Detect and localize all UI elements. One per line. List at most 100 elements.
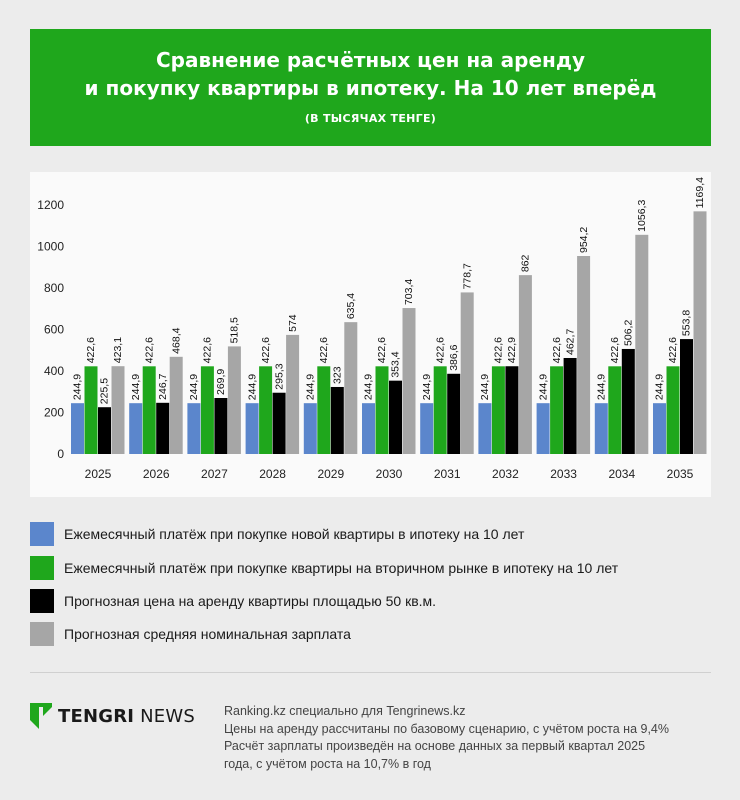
bar-s3-2029 bbox=[344, 322, 358, 454]
bar-s0-2026 bbox=[129, 403, 143, 454]
footnote-salary-1: Расчёт зарплаты произведён на основе дан… bbox=[224, 739, 646, 753]
bar-s2-2033 bbox=[563, 357, 577, 454]
bar-s2-2030 bbox=[389, 380, 402, 454]
source-note: Ranking.kz специально для Tengrinews.kz bbox=[224, 704, 466, 718]
data-label: 244,9 bbox=[479, 374, 491, 400]
y-tick-label: 600 bbox=[44, 323, 64, 337]
chart-panel: 0 200 400 600 800 1000 1200 244,9 422,6 225,5 423,… bbox=[30, 172, 711, 497]
footnote-salary-2: года, с учётом роста на 10,7% в год bbox=[224, 756, 431, 771]
data-label: 353,4 bbox=[390, 351, 402, 377]
data-label: 553,8 bbox=[681, 310, 693, 336]
bar-s0-2030 bbox=[362, 403, 375, 454]
bar-s3-2030 bbox=[402, 308, 416, 454]
data-label: 422,6 bbox=[609, 337, 621, 363]
data-label: 423,1 bbox=[112, 337, 124, 363]
data-label: 862 bbox=[520, 254, 532, 272]
bar-s3-2031 bbox=[460, 292, 474, 454]
legend-swatch-blue bbox=[30, 522, 54, 546]
y-tick-label: 0 bbox=[57, 447, 64, 461]
chart-header: Сравнение расчётных цен на аренду и поку… bbox=[30, 29, 711, 146]
y-tick-label: 800 bbox=[44, 281, 64, 295]
data-label: 244,9 bbox=[654, 374, 666, 400]
bar-s0-2027 bbox=[187, 403, 201, 454]
bar-s0-2035 bbox=[653, 403, 666, 454]
legend-label: Ежемесячный платёж при покупке новой ква… bbox=[64, 526, 525, 542]
data-label: 244,9 bbox=[305, 374, 317, 400]
y-tick-label: 1200 bbox=[37, 198, 64, 212]
legend-label: Прогнозная цена на аренду квартиры площа… bbox=[64, 593, 437, 609]
bar-s3-2026 bbox=[169, 356, 183, 454]
bar-s1-2031 bbox=[433, 366, 447, 454]
bar-s3-2034 bbox=[635, 234, 649, 454]
bar-s1-2028 bbox=[259, 366, 273, 454]
data-label: 269,9 bbox=[215, 369, 227, 395]
bar-s1-2035 bbox=[666, 366, 680, 454]
bar-s2-2029 bbox=[330, 386, 344, 454]
data-label: 468,4 bbox=[170, 327, 182, 353]
bar-s1-2026 bbox=[142, 366, 156, 454]
legend-item-salary: Прогнозная средняя номинальная зарплата bbox=[30, 622, 351, 646]
data-label: 422,6 bbox=[143, 337, 155, 363]
y-tick-label: 400 bbox=[44, 364, 64, 378]
data-label: 703,4 bbox=[403, 279, 415, 305]
data-label: 244,9 bbox=[596, 374, 608, 400]
bar-s0-2029 bbox=[303, 403, 317, 454]
bar-s2-2031 bbox=[447, 373, 461, 454]
bar-s0-2028 bbox=[245, 403, 259, 454]
bar-chart: 020040060080010001200244,9422,6225,5423,… bbox=[37, 177, 707, 481]
bar-s2-2034 bbox=[621, 348, 635, 454]
bar-s2-2032 bbox=[505, 366, 519, 454]
x-tick-label: 2032 bbox=[492, 467, 519, 481]
data-label: 422,6 bbox=[202, 337, 214, 363]
data-label: 422,6 bbox=[318, 337, 330, 363]
y-tick-label: 200 bbox=[44, 406, 64, 420]
chart-subtitle: (В ТЫСЯЧАХ ТЕНГЕ) bbox=[304, 112, 437, 125]
legend-item-secondary-mortgage: Ежемесячный платёж при покупке квартиры … bbox=[30, 556, 618, 580]
bar-s3-2035 bbox=[693, 211, 707, 454]
bar-s0-2033 bbox=[536, 403, 550, 454]
x-tick-label: 2031 bbox=[434, 467, 461, 481]
data-label: 462,7 bbox=[564, 329, 576, 355]
x-tick-label: 2029 bbox=[317, 467, 344, 481]
data-label: 1056,3 bbox=[636, 200, 648, 232]
bar-s2-2027 bbox=[214, 397, 228, 454]
footnote-rent: Цены на аренду рассчитаны по базовому сц… bbox=[224, 721, 670, 736]
data-label: 422,6 bbox=[376, 337, 388, 363]
y-tick-label: 1000 bbox=[37, 240, 64, 254]
tengri-logo-icon bbox=[30, 703, 52, 729]
logo-word-tengri: TENGRI bbox=[58, 705, 135, 727]
legend-swatch-green bbox=[30, 556, 54, 580]
data-label: 246,7 bbox=[157, 373, 169, 399]
data-label: 506,2 bbox=[623, 320, 635, 346]
bar-s3-2027 bbox=[227, 346, 241, 454]
logo-text: TENGRI NEWS bbox=[58, 706, 195, 727]
data-label: 422,6 bbox=[551, 337, 563, 363]
x-tick-label: 2027 bbox=[201, 467, 228, 481]
data-label: 295,3 bbox=[273, 363, 285, 389]
bar-s0-2025 bbox=[71, 403, 84, 454]
bar-s1-2030 bbox=[375, 366, 389, 454]
bar-s0-2031 bbox=[420, 403, 434, 454]
bar-s1-2034 bbox=[608, 366, 622, 454]
data-label: 574 bbox=[287, 314, 299, 332]
data-label: 422,6 bbox=[493, 337, 505, 363]
bar-s3-2032 bbox=[518, 275, 532, 454]
bar-s1-2029 bbox=[317, 366, 331, 454]
data-label: 1169,4 bbox=[694, 177, 706, 208]
data-label: 954,2 bbox=[578, 227, 590, 253]
footer-notes: Ranking.kz специально для Tengrinews.kz … bbox=[224, 703, 714, 773]
bar-s3-2025 bbox=[111, 366, 125, 454]
footer-divider bbox=[30, 672, 711, 673]
bar-s0-2034 bbox=[594, 403, 608, 454]
data-label: 244,9 bbox=[246, 374, 258, 400]
logo-word-news: NEWS bbox=[140, 705, 195, 727]
data-label: 386,6 bbox=[448, 344, 460, 370]
legend-item-rent: Прогнозная цена на аренду квартиры площа… bbox=[30, 589, 436, 613]
data-label: 323 bbox=[332, 366, 344, 384]
bar-s1-2025 bbox=[84, 366, 98, 454]
data-label: 244,9 bbox=[130, 374, 142, 400]
tengri-news-logo[interactable]: TENGRI NEWS bbox=[30, 703, 195, 729]
data-label: 244,9 bbox=[421, 374, 433, 400]
x-tick-label: 2033 bbox=[550, 467, 577, 481]
data-label: 244,9 bbox=[537, 374, 549, 400]
